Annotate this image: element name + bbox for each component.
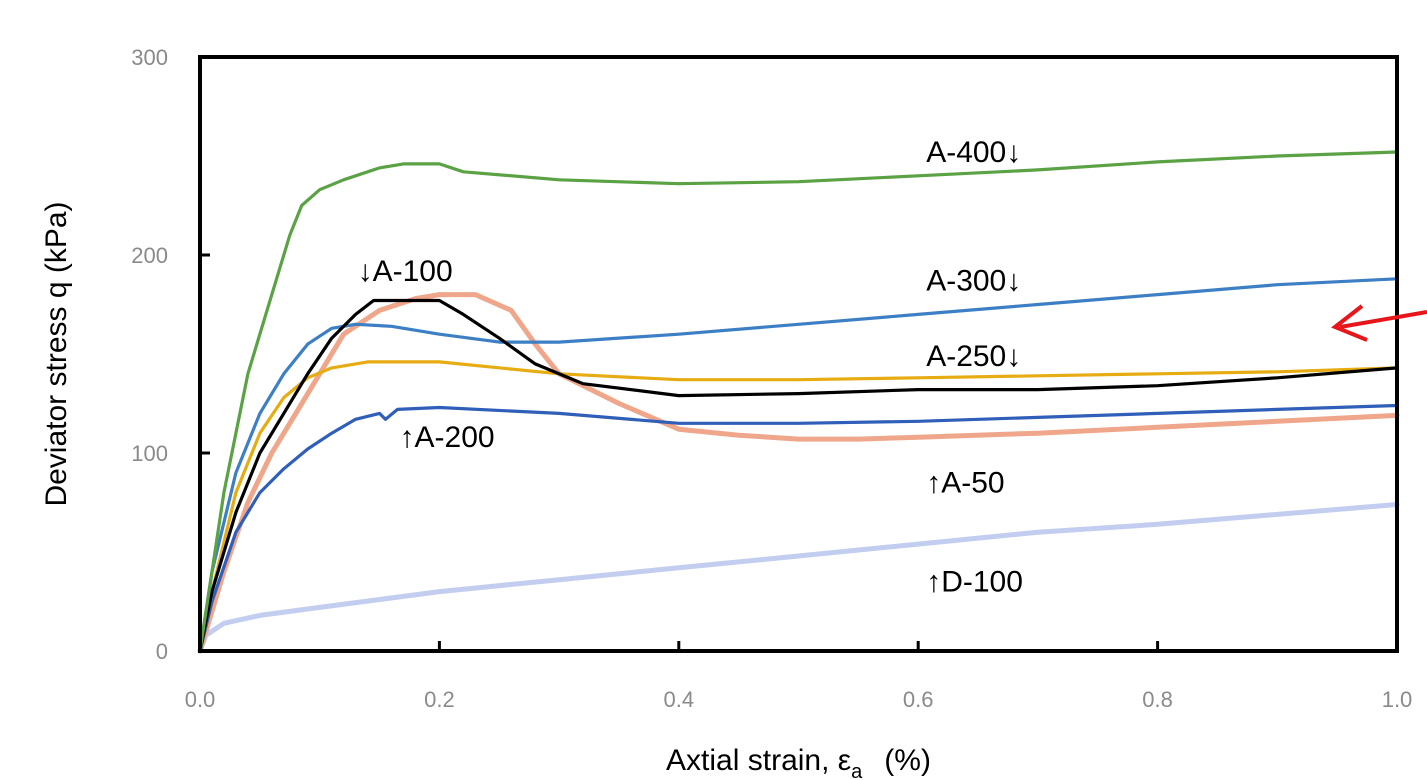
x-tick-label: 1.0 — [1382, 687, 1413, 712]
red-arrow-icon — [1335, 306, 1427, 340]
series-layer — [200, 152, 1397, 651]
y-tick-label: 0 — [156, 639, 168, 664]
x-axis-title-subscript: a — [851, 761, 863, 780]
series-label: A-250↓ — [926, 340, 1021, 373]
x-tick-label: 0.6 — [903, 687, 934, 712]
series-line-4 — [200, 406, 1397, 652]
series-label: A-400↓ — [926, 136, 1021, 169]
series-label: ↑D-100 — [926, 566, 1023, 599]
series-label: ↓A-100 — [358, 255, 453, 288]
x-tick-label: 0.2 — [424, 687, 455, 712]
y-tick-labels: 0 100 200 300 — [131, 45, 168, 664]
x-axis-title-main: Axtial strain, ε — [666, 744, 851, 777]
series-label: A-300↓ — [926, 265, 1021, 298]
series-labels: A-400↓ ↓A-100 A-300↓ A-250↓ ↑A-200 ↑A-50 ↑D-10… — [358, 136, 1023, 599]
x-tick-label: 0.0 — [185, 687, 216, 712]
plot-area-frame — [200, 57, 1397, 651]
y-tick-label: 300 — [131, 45, 168, 70]
series-line-3 — [200, 362, 1397, 651]
x-axis-title: Axtial strain, εa (%) — [666, 744, 931, 780]
x-tick-labels: 0.0 0.2 0.4 0.6 0.8 1.0 — [185, 687, 1413, 712]
series-line-6 — [200, 505, 1397, 652]
series-line-0 — [200, 152, 1397, 651]
tick-marks — [200, 57, 1397, 651]
y-axis-title: Deviator stress q (kPa) — [40, 201, 73, 506]
series-label: ↑A-50 — [926, 467, 1004, 500]
x-tick-label: 0.8 — [1142, 687, 1173, 712]
x-tick-label: 0.4 — [664, 687, 695, 712]
x-axis-title-unit: (%) — [884, 744, 931, 777]
y-tick-label: 100 — [131, 441, 168, 466]
series-line-2 — [200, 279, 1397, 651]
y-tick-label: 200 — [131, 243, 168, 268]
series-label: ↑A-200 — [400, 421, 495, 454]
